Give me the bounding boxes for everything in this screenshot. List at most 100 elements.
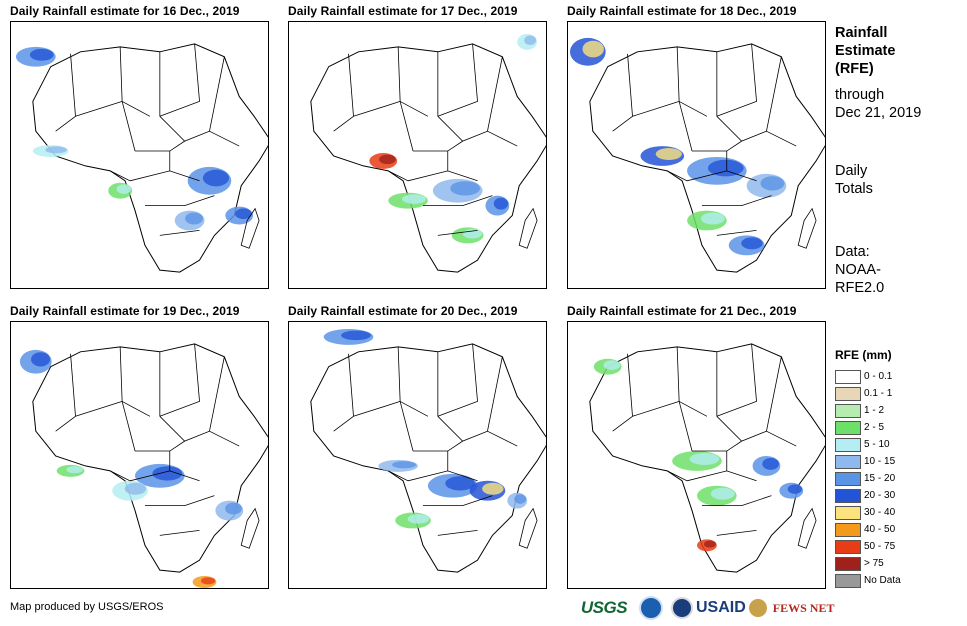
legend-swatch bbox=[835, 369, 861, 384]
legend-item: > 75 bbox=[835, 555, 901, 572]
rainfall-core bbox=[202, 169, 230, 187]
country-border bbox=[75, 101, 123, 117]
legend-item: 50 - 75 bbox=[835, 538, 901, 555]
country-border bbox=[121, 401, 136, 452]
legend-item: 0 - 0.1 bbox=[835, 368, 901, 385]
country-border bbox=[437, 356, 503, 442]
rainfall-core bbox=[689, 453, 720, 465]
legend-swatch bbox=[835, 420, 861, 435]
legend-item: 15 - 20 bbox=[835, 470, 901, 487]
rainfall-core bbox=[450, 181, 481, 196]
legend-label: 2 - 5 bbox=[864, 422, 885, 433]
usgs-logo: USGS bbox=[580, 598, 628, 617]
country-border bbox=[388, 470, 478, 482]
legend-item: 0.1 - 1 bbox=[835, 385, 901, 402]
panel-title-4: Daily Rainfall estimate for 19 Dec., 201… bbox=[10, 304, 240, 318]
legend-swatch bbox=[835, 488, 861, 503]
africa-map-5 bbox=[310, 328, 546, 573]
africa-outline bbox=[310, 343, 546, 573]
side-data-line1: Data: bbox=[835, 244, 870, 260]
country-border bbox=[437, 56, 503, 142]
rainfall-core bbox=[29, 48, 54, 61]
rainfall-core bbox=[225, 502, 242, 515]
noaa-logo-icon bbox=[639, 596, 663, 620]
country-border bbox=[437, 343, 478, 417]
country-border bbox=[716, 356, 782, 442]
legend-item: 20 - 30 bbox=[835, 487, 901, 504]
country-border bbox=[159, 343, 200, 417]
fews-net-logo: FEWS NET bbox=[772, 600, 835, 615]
country-border bbox=[399, 101, 414, 152]
country-border bbox=[437, 530, 478, 536]
legend-rows: 0 - 0.1 0.1 - 1 1 - 2 2 - 5 5 - 10 10 - 15 15 … bbox=[835, 368, 901, 589]
rainfall-core bbox=[482, 482, 504, 495]
country-border bbox=[716, 56, 782, 142]
legend-swatch bbox=[835, 522, 861, 537]
side-through-label: through bbox=[835, 87, 885, 103]
country-border bbox=[422, 195, 493, 207]
side-title-line1: Rainfall bbox=[835, 25, 888, 41]
country-border bbox=[422, 495, 493, 507]
country-border bbox=[159, 230, 200, 236]
country-border bbox=[678, 101, 693, 152]
rainfall-core bbox=[66, 466, 84, 474]
legend-label: 0.1 - 1 bbox=[864, 388, 893, 399]
country-border bbox=[144, 195, 215, 207]
rainfall-map-18-dec bbox=[567, 21, 826, 289]
legend-label: 20 - 30 bbox=[864, 490, 896, 501]
legend-label: > 75 bbox=[864, 558, 884, 569]
country-border bbox=[612, 53, 633, 132]
africa-map-2 bbox=[310, 33, 546, 273]
rainfall-core bbox=[462, 229, 482, 239]
side-through: through Dec 21, 2019 bbox=[835, 86, 921, 122]
legend-label: 30 - 40 bbox=[864, 507, 896, 518]
legend-label: 15 - 20 bbox=[864, 473, 896, 484]
country-border bbox=[437, 230, 478, 236]
country-border bbox=[766, 430, 797, 447]
country-border bbox=[159, 43, 200, 117]
side-data-line2: NOAA- bbox=[835, 262, 881, 278]
rainfall-core bbox=[185, 212, 204, 225]
africa-map-6 bbox=[589, 343, 825, 573]
side-title: Rainfall Estimate (RFE) bbox=[835, 24, 895, 78]
legend-item: 1 - 2 bbox=[835, 402, 901, 419]
side-data-line3: RFE2.0 bbox=[835, 280, 885, 296]
legend-item: 40 - 50 bbox=[835, 521, 901, 538]
fews-globe-icon bbox=[748, 599, 767, 617]
country-border bbox=[399, 401, 414, 452]
rainfall-core bbox=[392, 461, 417, 469]
country-border bbox=[487, 130, 518, 147]
legend-label: No Data bbox=[864, 575, 901, 586]
usaid-seal-icon bbox=[671, 597, 693, 619]
legend-title: RFE (mm) bbox=[835, 348, 892, 362]
country-border bbox=[678, 401, 693, 452]
panel-title-2: Daily Rainfall estimate for 17 Dec., 201… bbox=[288, 4, 518, 18]
side-totals-line1: Daily bbox=[835, 163, 868, 179]
africa-outline bbox=[32, 343, 268, 573]
africa-map-4 bbox=[19, 343, 268, 588]
legend-item: 2 - 5 bbox=[835, 419, 901, 436]
rainfall-core bbox=[707, 159, 744, 177]
rainfall-core bbox=[341, 330, 371, 341]
country-border bbox=[632, 101, 680, 117]
africa-outline bbox=[32, 43, 268, 273]
rainfall-core bbox=[787, 484, 802, 494]
country-border bbox=[632, 401, 680, 417]
legend-swatch bbox=[835, 437, 861, 452]
rainfall-core bbox=[379, 154, 396, 165]
country-border bbox=[716, 43, 757, 117]
panel-title-1: Daily Rainfall estimate for 16 Dec., 201… bbox=[10, 4, 240, 18]
rainfall-core bbox=[45, 146, 67, 154]
country-border bbox=[353, 401, 401, 417]
africa-map-3 bbox=[569, 37, 825, 273]
legend-swatch bbox=[835, 505, 861, 520]
legend-item: 30 - 40 bbox=[835, 504, 901, 521]
rainfall-core bbox=[524, 35, 537, 46]
rainfall-core bbox=[152, 466, 183, 481]
side-totals: Daily Totals bbox=[835, 162, 873, 198]
rainfall-map-21-dec bbox=[567, 321, 826, 589]
rfe-legend: RFE (mm) 0 - 0.1 0.1 - 1 1 - 2 2 - 5 5 - 10 1… bbox=[835, 348, 901, 589]
rainfall-core bbox=[31, 352, 51, 367]
africa-outline bbox=[310, 43, 546, 273]
legend-swatch bbox=[835, 454, 861, 469]
